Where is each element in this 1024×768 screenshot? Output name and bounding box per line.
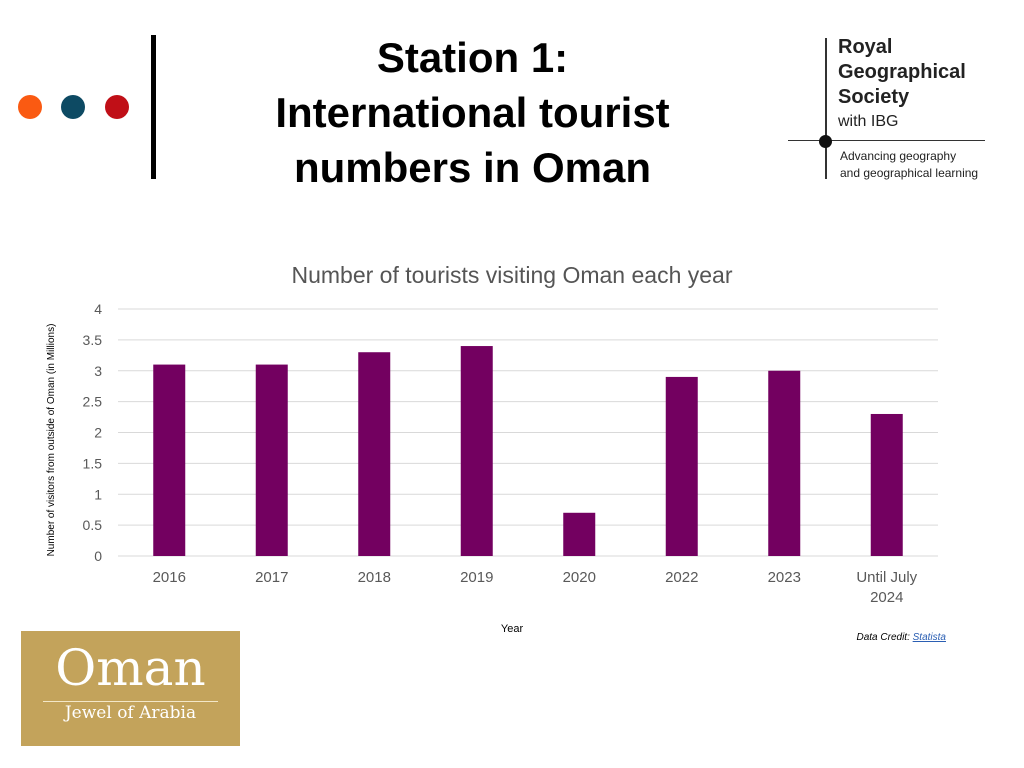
rgs-logo-with: with IBG (838, 113, 899, 130)
x-tick-label: 2018 (358, 569, 391, 586)
bar (153, 364, 186, 556)
bar (358, 352, 391, 556)
oman-logo: Oman Jewel of Arabia (21, 631, 240, 746)
x-tick-label: 2024 (870, 589, 903, 606)
oman-logo-divider (43, 701, 218, 702)
rgs-logo-tagline-1: Advancing geography (840, 149, 957, 163)
rgs-logo: Royal Geographical Society with IBG Adva… (785, 35, 1000, 185)
rgs-logo-vertical-line (825, 38, 827, 179)
rgs-logo-line-1: Royal (838, 36, 893, 58)
rgs-logo-horizontal-line (788, 140, 985, 141)
header-divider (151, 35, 156, 179)
bar (460, 346, 493, 556)
bar (255, 364, 288, 556)
oman-logo-tagline: Jewel of Arabia (64, 703, 197, 723)
y-tick-label: 0.5 (83, 517, 103, 533)
title-line-1: Station 1: (376, 34, 569, 81)
x-axis-label: Year (501, 623, 524, 635)
chart-title: Number of tourists visiting Oman each ye… (291, 262, 733, 288)
y-tick-label: 1.5 (83, 455, 103, 471)
y-tick-label: 2.5 (83, 394, 103, 410)
rgs-logo-tagline: Advancing geography and geographical lea… (840, 148, 978, 182)
rgs-logo-line-2: Geographical (838, 61, 966, 83)
y-tick-label: 0 (94, 548, 102, 564)
x-tick-label: 2020 (563, 569, 596, 586)
oman-logo-word: Oman (55, 639, 206, 697)
title-line-3: numbers in Oman (293, 144, 652, 191)
x-tick-label: 2017 (255, 569, 288, 586)
title-line-2: International tourist (275, 89, 670, 136)
rgs-logo-tagline-2: and geographical learning (840, 166, 979, 180)
bar (870, 413, 903, 556)
red-dot (105, 95, 129, 119)
data-credit-label: Data Credit: (856, 632, 913, 643)
rgs-logo-dot (819, 135, 832, 148)
teal-dot (61, 95, 85, 119)
statista-link[interactable]: Statista (912, 632, 946, 643)
bar (768, 370, 801, 556)
bar (665, 376, 698, 556)
bar (563, 512, 596, 556)
rgs-logo-name: Royal Geographical Society (838, 35, 966, 110)
y-tick-label: 3.5 (83, 332, 103, 348)
x-tick-label: 2016 (153, 569, 186, 586)
orange-dot (18, 95, 42, 119)
x-tick-label: 2023 (768, 569, 801, 586)
x-tick-label: Until July (856, 569, 917, 586)
x-tick-label: 2019 (460, 569, 493, 586)
data-credit: Data Credit: Statista (857, 632, 947, 643)
y-axis-label: Number of visitors from outside of Oman … (46, 324, 57, 557)
y-tick-label: 2 (94, 425, 102, 441)
page-title: Station 1: International tourist numbers… (240, 30, 705, 195)
y-tick-label: 3 (94, 363, 102, 379)
y-tick-label: 1 (94, 486, 102, 502)
y-tick-label: 4 (94, 301, 102, 317)
rgs-logo-line-3: Society (838, 86, 910, 108)
x-tick-label: 2022 (665, 569, 698, 586)
